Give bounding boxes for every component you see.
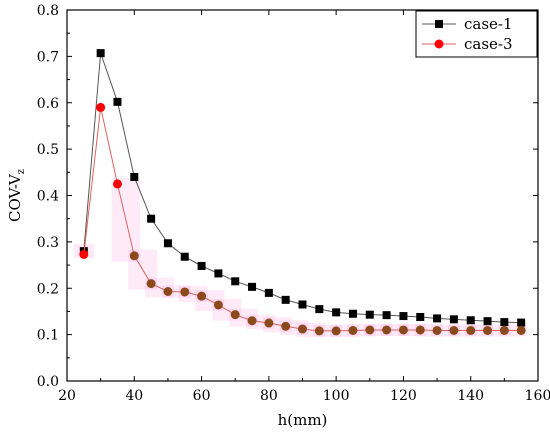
data-point (331, 326, 341, 336)
data-point (197, 261, 206, 270)
data-point (96, 49, 105, 58)
data-point (298, 300, 307, 309)
x-tick-label: 120 (390, 388, 417, 404)
x-tick-label: 20 (58, 388, 76, 404)
data-point (79, 249, 89, 259)
legend-marker (435, 20, 443, 28)
data-point (214, 269, 223, 278)
y-axis: 0.0 0.1 0.2 0.3 0.4 0.5 0.6 0.7 0.8 (37, 3, 538, 390)
y-tick-label: 0.2 (37, 281, 59, 297)
data-point (315, 305, 324, 314)
data-point (382, 325, 392, 335)
data-point (348, 325, 358, 335)
data-point (398, 325, 408, 335)
data-point (298, 324, 307, 334)
y-tick-label: 0.0 (37, 374, 59, 390)
data-point (281, 295, 290, 304)
series-case-1 (79, 49, 526, 327)
x-axis: 20 40 60 80 100 120 140 160 (58, 10, 550, 404)
data-point (365, 310, 374, 319)
data-point (163, 286, 173, 296)
data-point (197, 291, 207, 301)
data-point (499, 325, 509, 335)
data-point (365, 325, 375, 335)
data-point (348, 309, 357, 318)
legend-box (415, 10, 538, 58)
data-point (432, 325, 442, 335)
data-point (314, 326, 324, 336)
x-tick-label: 80 (260, 388, 278, 404)
data-point (281, 321, 291, 331)
x-axis-title: h(mm) (278, 411, 328, 429)
data-point (96, 102, 106, 112)
legend-label: case-1 (464, 15, 513, 33)
highlight-layer (73, 177, 528, 337)
legend: case-1 case-3 (415, 10, 538, 58)
x-tick-label: 60 (193, 388, 211, 404)
legend-entry: case-1 (422, 15, 513, 33)
series-layer (79, 49, 526, 336)
data-point (247, 316, 257, 326)
x-tick-label: 160 (525, 388, 550, 404)
data-point (416, 313, 425, 322)
data-point (180, 252, 189, 261)
data-point (113, 97, 122, 106)
data-point (248, 282, 257, 291)
y-axis-title: COV-Vz (6, 169, 27, 222)
data-point (466, 325, 476, 335)
data-point (517, 318, 526, 327)
x-tick-label: 100 (323, 388, 350, 404)
y-tick-label: 0.4 (37, 189, 59, 205)
data-point (163, 239, 172, 248)
data-point (332, 308, 341, 317)
data-point (264, 288, 273, 297)
legend-label: case-3 (464, 35, 513, 53)
data-point (382, 311, 391, 320)
y-axis-title-main: COV-V (6, 173, 24, 222)
data-point (231, 277, 240, 286)
data-point (483, 317, 492, 326)
data-point (230, 310, 240, 320)
data-point (213, 300, 223, 310)
data-point (264, 318, 274, 328)
y-tick-label: 0.8 (37, 3, 59, 19)
data-point (129, 251, 139, 261)
data-point (146, 279, 156, 289)
y-tick-label: 0.1 (37, 328, 59, 344)
data-point (130, 172, 139, 181)
data-point (399, 312, 408, 321)
legend-entry: case-3 (422, 35, 513, 53)
data-point (516, 325, 526, 335)
data-point (449, 315, 458, 324)
y-axis-title-subscript: z (16, 169, 27, 174)
y-tick-label: 0.3 (37, 235, 59, 251)
data-point (483, 325, 493, 335)
x-tick-label: 140 (457, 388, 484, 404)
data-point (112, 179, 122, 189)
legend-marker (434, 39, 444, 49)
y-tick-label: 0.7 (37, 49, 59, 65)
data-point (466, 316, 475, 325)
data-point (449, 325, 459, 335)
series-case-3 (79, 102, 526, 336)
data-point (147, 214, 156, 223)
data-point (180, 287, 190, 297)
data-point (433, 314, 442, 323)
data-point (500, 318, 509, 327)
x-tick-label: 40 (125, 388, 143, 404)
y-tick-label: 0.5 (37, 142, 59, 158)
data-point (415, 325, 425, 335)
y-tick-label: 0.6 (37, 96, 59, 112)
